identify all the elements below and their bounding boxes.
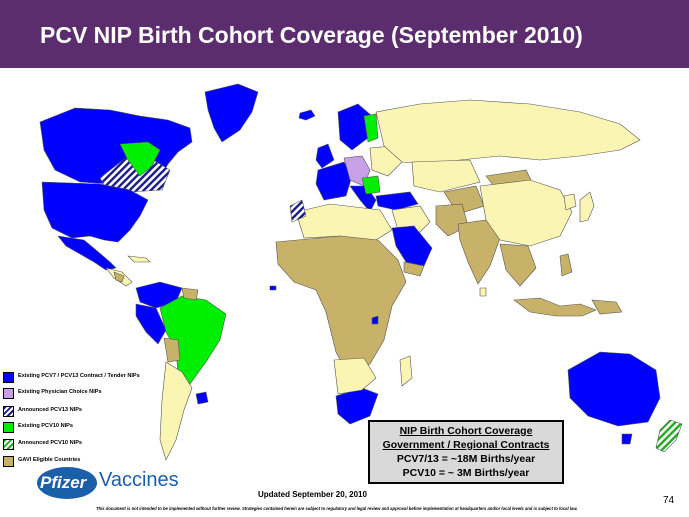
usa: [41, 181, 149, 243]
western-europe: [315, 161, 353, 201]
quebec-pcv10: [119, 141, 161, 177]
legend-swatch: [3, 439, 14, 450]
legend-label: GAVI Eligible Countries: [18, 457, 81, 463]
rwanda: [371, 315, 379, 325]
guyana: [181, 287, 199, 301]
kazakhstan: [411, 159, 481, 193]
logo-division: Vaccines: [99, 469, 179, 491]
finland: [363, 113, 379, 143]
world-map: [39, 83, 683, 461]
balkans: [361, 175, 381, 195]
southeast-asia: [499, 243, 537, 287]
legend-label: Announced PCV13 NIPs: [18, 407, 83, 413]
russia: [375, 99, 641, 165]
philippines: [559, 253, 573, 277]
uk-ireland: [315, 143, 335, 169]
bolivia: [163, 337, 181, 363]
caribbean: [127, 255, 151, 263]
infobox-subtitle: Government / Regional Contracts: [382, 439, 550, 451]
legend-swatch: [3, 422, 14, 433]
uruguay: [195, 391, 209, 405]
north-africa: [295, 203, 393, 241]
updated-date: Updated September 20, 2010: [258, 490, 367, 499]
turkey: [375, 191, 419, 211]
mexico: [57, 235, 117, 271]
legend-label: Existing PCV7 / PCV13 Contract / Tender …: [18, 373, 140, 379]
title-bar: PCV NIP Birth Cohort Coverage (September…: [0, 0, 689, 68]
coverage-infobox: NIP Birth Cohort Coverage Government / R…: [368, 420, 564, 484]
southern-africa: [333, 357, 377, 395]
madagascar: [399, 355, 413, 387]
legend-label: Existing Physician Choice NIPs: [18, 389, 102, 395]
disclaimer: This document is not intended to be impl…: [96, 506, 578, 511]
central-america-gavi: [113, 271, 125, 283]
greenland: [204, 83, 259, 143]
sri-lanka: [479, 287, 487, 297]
tasmania: [621, 433, 633, 445]
indonesia: [513, 297, 597, 317]
legend-label: Announced PCV10 NIPs: [18, 440, 83, 446]
morocco-hatch: [289, 199, 307, 223]
peru: [135, 303, 167, 345]
legend-swatch: [3, 388, 14, 399]
korea: [563, 193, 577, 211]
logo-brand: Pfizer: [40, 473, 87, 492]
iceland: [298, 109, 316, 121]
legend-swatch: [3, 406, 14, 417]
sub-saharan-africa: [275, 235, 407, 375]
infobox-pcv713: PCV7/13 = ~18M Births/year: [396, 453, 536, 465]
infobox-pcv10: PCV10 = ~ 3M Births/year: [402, 467, 530, 479]
argentina-chile: [159, 361, 193, 461]
page-title: PCV NIP Birth Cohort Coverage (September…: [40, 22, 583, 48]
japan: [579, 191, 595, 223]
china: [479, 179, 573, 247]
yemen: [403, 261, 425, 277]
gambia: [269, 285, 277, 291]
new-zealand: [655, 419, 683, 453]
legend-label: Existing PCV10 NIPs: [18, 423, 74, 429]
papua: [591, 299, 623, 315]
pfizer-oval-logo: [37, 467, 97, 499]
page-number: 74: [663, 495, 675, 506]
australia: [567, 351, 661, 427]
legend-swatch: [3, 456, 14, 467]
infobox-title: NIP Birth Cohort Coverage: [399, 425, 533, 437]
legend-swatch: [3, 372, 14, 383]
